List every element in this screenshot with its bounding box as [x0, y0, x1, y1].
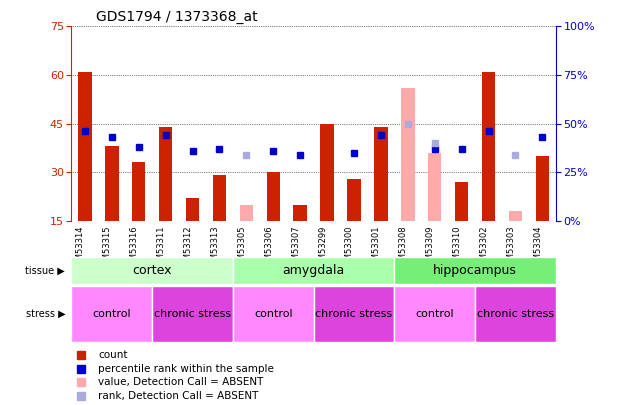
Text: stress ▶: stress ▶: [25, 309, 65, 319]
Bar: [482, 72, 495, 221]
Text: chronic stress: chronic stress: [154, 309, 231, 319]
Text: GSM53309: GSM53309: [426, 225, 435, 271]
Bar: [233, 286, 314, 342]
Text: amygdala: amygdala: [283, 264, 345, 277]
Text: GSM53310: GSM53310: [453, 225, 461, 271]
Bar: [71, 257, 233, 284]
Text: percentile rank within the sample: percentile rank within the sample: [98, 364, 274, 373]
Text: GSM53302: GSM53302: [479, 225, 489, 271]
Text: GSM53306: GSM53306: [265, 225, 273, 271]
Bar: [535, 156, 549, 221]
Bar: [159, 127, 172, 221]
Bar: [347, 179, 361, 221]
Bar: [78, 72, 92, 221]
Text: value, Detection Call = ABSENT: value, Detection Call = ABSENT: [98, 377, 263, 387]
Bar: [475, 286, 556, 342]
Text: cortex: cortex: [132, 264, 172, 277]
Text: GSM53314: GSM53314: [76, 225, 85, 271]
Bar: [394, 257, 556, 284]
Text: control: control: [415, 309, 454, 319]
Text: chronic stress: chronic stress: [315, 309, 392, 319]
Text: control: control: [93, 309, 131, 319]
Text: GDS1794 / 1373368_at: GDS1794 / 1373368_at: [96, 10, 257, 24]
Text: GSM53300: GSM53300: [345, 225, 354, 271]
Text: count: count: [98, 350, 127, 360]
Text: rank, Detection Call = ABSENT: rank, Detection Call = ABSENT: [98, 390, 258, 401]
Bar: [240, 205, 253, 221]
Text: hippocampus: hippocampus: [433, 264, 517, 277]
Text: GSM53308: GSM53308: [399, 225, 408, 271]
Bar: [233, 257, 394, 284]
Text: GSM53305: GSM53305: [237, 225, 247, 271]
Bar: [266, 172, 280, 221]
Bar: [71, 286, 152, 342]
Text: GSM53312: GSM53312: [184, 225, 193, 271]
Text: chronic stress: chronic stress: [477, 309, 554, 319]
Text: GSM53307: GSM53307: [291, 225, 300, 271]
Bar: [428, 153, 442, 221]
Text: GSM53303: GSM53303: [507, 225, 515, 271]
Bar: [186, 198, 199, 221]
Bar: [401, 88, 415, 221]
Bar: [105, 146, 119, 221]
Bar: [293, 205, 307, 221]
Text: tissue ▶: tissue ▶: [25, 265, 65, 275]
Bar: [374, 127, 388, 221]
Bar: [320, 124, 334, 221]
Bar: [455, 182, 468, 221]
Text: GSM53313: GSM53313: [211, 225, 219, 271]
Text: GSM53316: GSM53316: [130, 225, 138, 271]
Bar: [394, 286, 475, 342]
Text: GSM53304: GSM53304: [533, 225, 542, 271]
Bar: [212, 175, 226, 221]
Text: control: control: [254, 309, 292, 319]
Text: GSM53299: GSM53299: [318, 225, 327, 271]
Text: GSM53315: GSM53315: [103, 225, 112, 271]
Text: GSM53311: GSM53311: [156, 225, 166, 271]
Bar: [509, 211, 522, 221]
Text: GSM53301: GSM53301: [372, 225, 381, 271]
Bar: [132, 162, 145, 221]
Bar: [152, 286, 233, 342]
Bar: [314, 286, 394, 342]
